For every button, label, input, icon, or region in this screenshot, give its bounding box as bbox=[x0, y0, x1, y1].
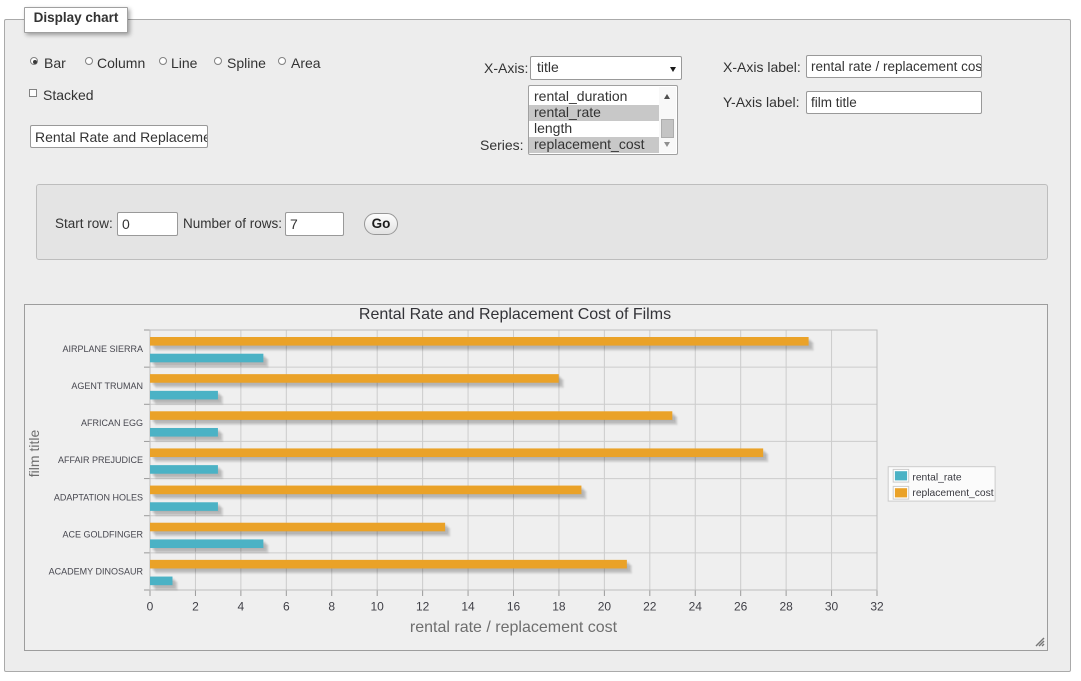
svg-text:24: 24 bbox=[689, 599, 703, 613]
svg-text:30: 30 bbox=[825, 599, 839, 613]
svg-text:12: 12 bbox=[416, 599, 430, 613]
svg-text:rental_rate: rental_rate bbox=[912, 472, 962, 483]
svg-text:ADAPTATION HOLES: ADAPTATION HOLES bbox=[54, 492, 143, 502]
svg-text:0: 0 bbox=[147, 599, 154, 613]
svg-text:28: 28 bbox=[779, 599, 793, 613]
svg-text:22: 22 bbox=[643, 599, 657, 613]
svg-text:Rental Rate and Replacement Co: Rental Rate and Replacement Cost of Film… bbox=[359, 306, 671, 323]
svg-text:2: 2 bbox=[192, 599, 199, 613]
svg-text:AIRPLANE SIERRA: AIRPLANE SIERRA bbox=[62, 344, 143, 354]
svg-text:ACADEMY DINOSAUR: ACADEMY DINOSAUR bbox=[49, 567, 144, 577]
svg-text:32: 32 bbox=[870, 599, 884, 613]
svg-text:26: 26 bbox=[734, 599, 748, 613]
svg-text:10: 10 bbox=[371, 599, 385, 613]
svg-text:AFRICAN EGG: AFRICAN EGG bbox=[81, 418, 143, 428]
svg-text:ACE GOLDFINGER: ACE GOLDFINGER bbox=[62, 529, 143, 539]
svg-text:4: 4 bbox=[238, 599, 245, 613]
svg-text:film title: film title bbox=[26, 430, 42, 478]
svg-text:rental rate / replacement cost: rental rate / replacement cost bbox=[410, 619, 618, 636]
svg-text:AFFAIR PREJUDICE: AFFAIR PREJUDICE bbox=[58, 455, 143, 465]
svg-text:8: 8 bbox=[328, 599, 335, 613]
svg-text:replacement_cost: replacement_cost bbox=[912, 488, 993, 499]
svg-text:AGENT TRUMAN: AGENT TRUMAN bbox=[71, 381, 143, 391]
svg-text:18: 18 bbox=[552, 599, 566, 613]
svg-text:20: 20 bbox=[598, 599, 612, 613]
svg-text:16: 16 bbox=[507, 599, 521, 613]
svg-text:6: 6 bbox=[283, 599, 290, 613]
svg-text:14: 14 bbox=[461, 599, 475, 613]
